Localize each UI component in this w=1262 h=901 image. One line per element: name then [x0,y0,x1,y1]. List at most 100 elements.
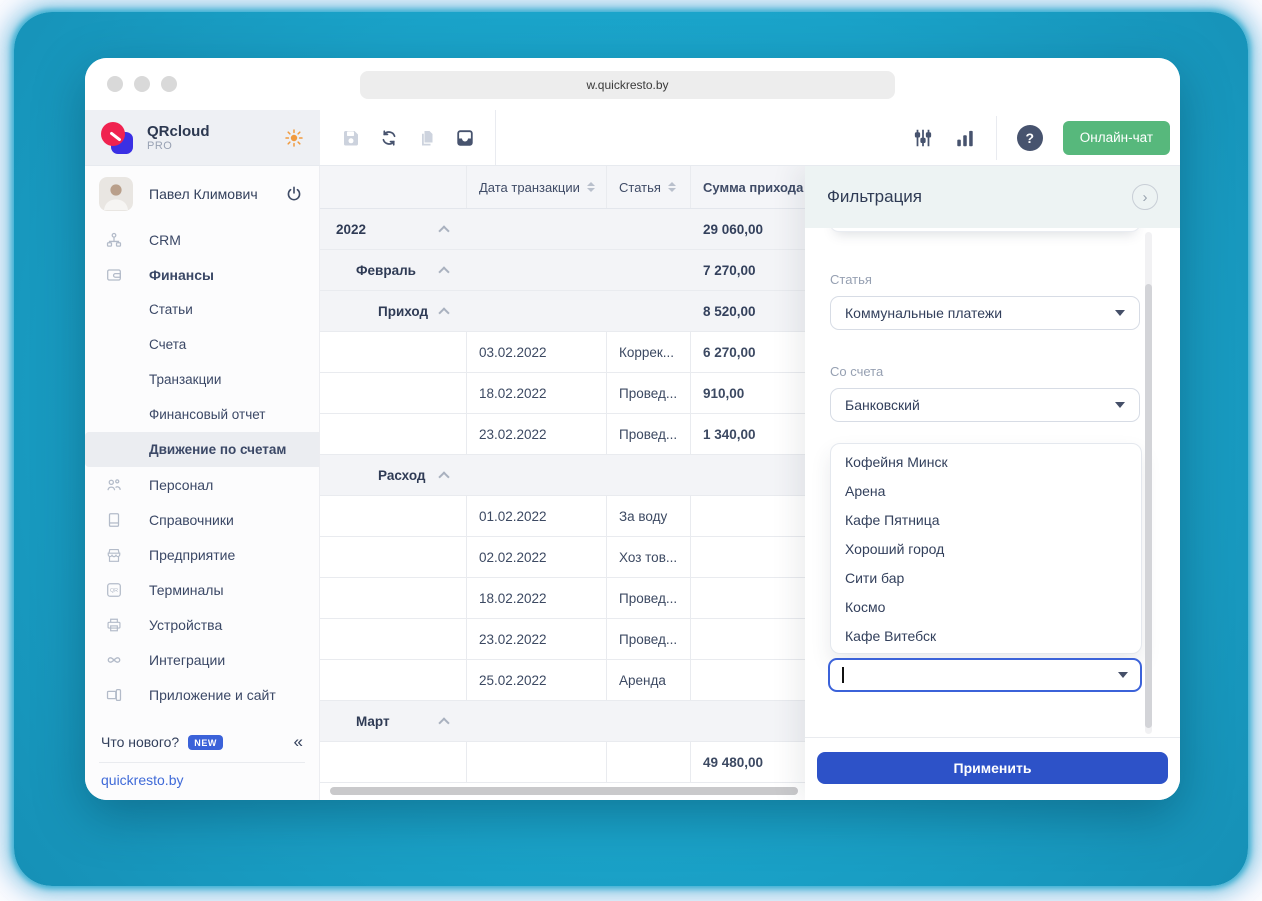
filter-panel-content: Статья Коммунальные платежи Со счета Бан… [805,228,1180,737]
group-sum: 29 060,00 [703,222,764,237]
sidebar-item-app-and-site[interactable]: Приложение и сайт [85,677,319,712]
group-label: Февраль [356,263,416,278]
cell-group [320,332,467,372]
collapse-chevron-icon[interactable] [438,717,450,729]
collapse-sidebar-icon[interactable]: « [293,732,303,751]
cell-article [607,742,691,782]
cell-date: 18.02.2022 [467,373,607,413]
dropdown-option[interactable]: Кофейня Минск [845,453,948,470]
sidebar-item-label: Финансы [149,266,214,283]
account-filter-label: Со счета [830,364,884,379]
group-sum: 8 520,00 [703,304,756,319]
sidebar-item-staff[interactable]: Персонал [85,467,319,502]
people-icon [105,476,123,494]
toolbar [320,110,496,165]
cell-date [467,742,607,782]
logout-icon[interactable] [285,185,303,203]
refresh-icon[interactable] [378,127,399,148]
whats-new-link[interactable]: Что нового? [101,734,180,750]
brand-name: QRcloud [147,122,210,140]
sidebar-item-directories[interactable]: Справочники [85,502,319,537]
help-icon[interactable]: ? [1016,124,1043,151]
sidebar-item-label: Терминалы [149,581,224,598]
sidebar-item-label: Устройства [149,616,223,633]
filter-settings-icon[interactable] [912,127,934,149]
qrcloud-logo-icon [101,121,135,154]
sidebar-item-financial-report[interactable]: Финансовый отчет [85,397,319,432]
sidebar-item-account-flows[interactable]: Движение по счетам [85,432,319,467]
window-control-dot[interactable] [107,76,123,92]
chevron-down-icon [1115,402,1125,408]
cell-date: 01.02.2022 [467,496,607,536]
window-controls [107,76,177,92]
main-content: Дата транзакции Статья Сумма прихода 202… [320,166,1180,800]
collapse-chevron-icon[interactable] [438,225,450,237]
dropdown-option[interactable]: Сити бар [845,569,905,586]
sidebar-item-enterprise[interactable]: Предприятие [85,537,319,572]
avatar [99,177,133,211]
group-label: Март [356,714,390,729]
collapse-chevron-icon[interactable] [438,471,450,483]
sidebar-item-integrations[interactable]: Интеграции [85,642,319,677]
cell-date: 23.02.2022 [467,414,607,454]
browser-chrome: w.quickresto.by [85,58,1180,110]
sidebar-item-terminals[interactable]: QR Терминалы [85,572,319,607]
user-profile[interactable]: Павел Климович [99,176,303,212]
copy-icon[interactable] [416,127,437,148]
group-sum: 7 270,00 [703,263,756,278]
article-select[interactable]: Коммунальные платежи [830,296,1140,330]
horizontal-scrollbar[interactable] [330,787,798,795]
site-link[interactable]: quickresto.by [101,772,184,788]
sidebar-item-articles[interactable]: Статьи [85,292,319,327]
app-header: QRcloud PRO [85,110,1180,166]
brand-tier: PRO [147,139,173,152]
sidebar-item-devices[interactable]: Устройства [85,607,319,642]
dropdown-option[interactable]: Космо [845,598,886,615]
address-bar[interactable]: w.quickresto.by [360,71,895,99]
window-control-dot[interactable] [161,76,177,92]
panel-scrollbar [1145,232,1152,734]
cell-article: Провед... [607,578,691,618]
sidebar-item-transactions[interactable]: Транзакции [85,362,319,397]
cell-group [320,660,467,700]
collapse-chevron-icon[interactable] [438,266,450,278]
cell-date: 25.02.2022 [467,660,607,700]
search-combobox-input[interactable] [828,658,1142,692]
account-select[interactable]: Банковский [830,388,1140,422]
online-chat-button[interactable]: Онлайн-чат [1062,120,1170,155]
panel-scrollbar-thumb[interactable] [1145,284,1152,728]
sidebar-item-label: Приложение и сайт [149,686,276,703]
apply-button[interactable]: Применить [817,752,1168,784]
column-header-income[interactable]: Сумма прихода [703,179,804,195]
cell-group [320,578,467,618]
cell-article: Провед... [607,619,691,659]
sidebar-item-crm[interactable]: CRM [85,222,319,257]
store-icon [105,546,123,564]
sidebar-item-label: Персонал [149,476,214,493]
dropdown-option[interactable]: Кафе Витебск [845,627,937,644]
theme-sun-icon[interactable] [284,128,304,148]
article-filter-label: Статья [830,272,872,287]
export-icon[interactable] [454,127,475,148]
dropdown-option[interactable]: Арена [845,482,886,499]
collapse-panel-icon[interactable]: › [1132,184,1158,210]
filter-panel-footer: Применить [805,737,1180,800]
browser-window: w.quickresto.by QRcloud PRO [85,58,1180,800]
cell-group [320,496,467,536]
dropdown-option[interactable]: Кафе Пятница [845,511,940,528]
save-icon[interactable] [340,127,361,148]
sidebar-item-accounts[interactable]: Счета [85,327,319,362]
column-header-article[interactable]: Статья [607,166,691,208]
report-chart-icon[interactable] [954,127,976,149]
column-header-date[interactable]: Дата транзакции [467,166,607,208]
collapse-chevron-icon[interactable] [438,307,450,319]
group-label: Расход [378,468,426,483]
cell-article: Провед... [607,414,691,454]
sidebar-item-finances[interactable]: Финансы [85,257,319,292]
dropdown-option[interactable]: Хороший город [845,540,945,557]
divider [995,115,997,160]
printer-icon [105,616,123,634]
window-control-dot[interactable] [134,76,150,92]
cell-income: 910,00 [703,385,745,401]
cell-date: 02.02.2022 [467,537,607,577]
